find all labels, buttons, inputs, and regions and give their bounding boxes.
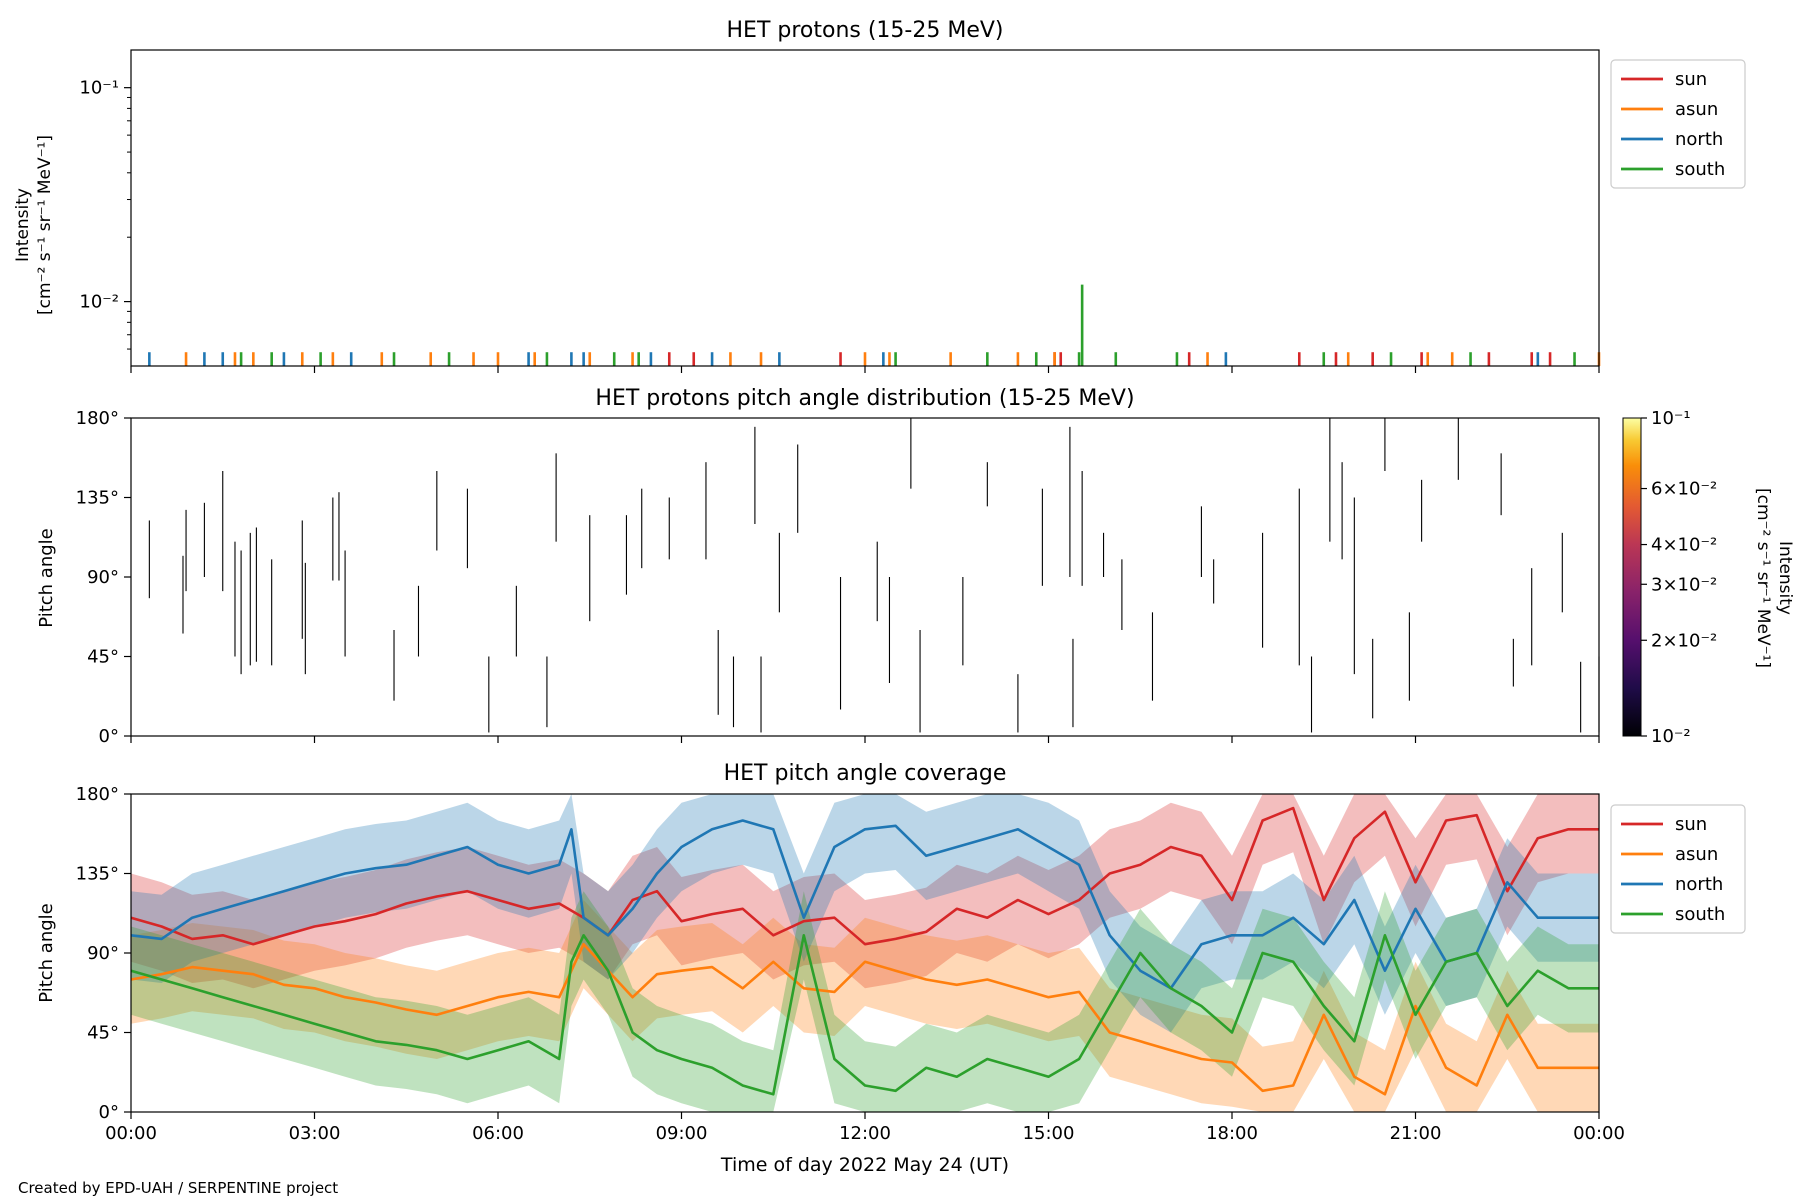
panel1-ylabel-line2: [cm⁻² s⁻¹ sr⁻¹ MeV⁻¹] (35, 135, 55, 315)
x-tick-label: 15:00 (1023, 1123, 1075, 1144)
coverage-band-asun (131, 900, 1599, 1112)
colorbar-tick-label: 4×10⁻² (1651, 535, 1717, 556)
colorbar-label-line2: [cm⁻² s⁻¹ sr⁻¹ MeV⁻¹] (1753, 488, 1773, 668)
legend-label-asun: asun (1675, 844, 1718, 865)
panel-pitch-coverage: HET pitch angle coverage Pitch angle 0° 4… (36, 761, 1746, 1176)
legend-box (1610, 804, 1746, 934)
x-tick-label: 21:00 (1390, 1123, 1442, 1144)
y-tick-label: 135° (76, 864, 119, 885)
colorbar-label-line1: Intensity (1775, 541, 1795, 615)
panel2-xticks (130, 736, 1600, 743)
y-tick-label: 10⁻¹ (79, 78, 119, 99)
x-tick-label: 03:00 (289, 1123, 341, 1144)
y-tick-label: 90° (87, 943, 119, 964)
colorbar-tick-label: 2×10⁻² (1651, 630, 1717, 651)
footer-credit: Created by EPD-UAH / SERPENTINE project (18, 1179, 338, 1197)
y-tick-label: 180° (76, 784, 119, 805)
x-tick-label: 06:00 (472, 1123, 524, 1144)
coverage-line-north (130, 819, 1599, 990)
panel3-title: HET pitch angle coverage (724, 761, 1007, 786)
panel3-ylabel: Pitch angle (36, 903, 57, 1002)
legend-label-north: north (1675, 129, 1723, 150)
panel3-yticks: 0° 45° 90° 135° 180° (76, 784, 131, 1123)
panel2-plot-area (148, 418, 1600, 733)
colorbar-tick-label: 6×10⁻² (1651, 479, 1717, 500)
panel1-ylabel: Intensity [cm⁻² s⁻¹ sr⁻¹ MeV⁻¹] (13, 135, 55, 315)
colorbar-tick-label: 10⁻² (1651, 726, 1691, 747)
panel1-yticks: 10⁻¹ 10⁻² (79, 78, 131, 350)
legend-box (1610, 59, 1746, 189)
panel3-xticks: 00:00 03:00 06:00 09:00 12:00 15:00 18:00 21:00… (105, 1112, 1625, 1144)
legend-bottom: sun asun north south (1610, 804, 1746, 934)
legend-label-north: north (1675, 874, 1723, 895)
legend-label-sun: sun (1675, 814, 1707, 835)
panel3-xlabel: Time of day 2022 May 24 (UT) (720, 1154, 1009, 1176)
panel2-yticks: 0° 45° 90° 135° 180° (76, 408, 131, 747)
panel1-frame (130, 49, 1600, 367)
panel1-xticks (130, 366, 1600, 373)
y-tick-label: 180° (76, 408, 119, 429)
y-tick-label: 90° (87, 567, 119, 588)
panel1-plot-area (148, 284, 1601, 366)
legend-label-south: south (1675, 159, 1725, 180)
panel2-ylabel: Pitch angle (36, 528, 57, 627)
coverage-band-south (131, 891, 1599, 1112)
x-tick-label: 12:00 (839, 1123, 891, 1144)
colorbar: 10⁻¹ 6×10⁻² 4×10⁻² 3×10⁻² 2×10⁻² 10⁻² (1622, 408, 1717, 747)
legend-label-sun: sun (1675, 69, 1707, 90)
panel-intensity: HET protons (15-25 MeV) Intensity [cm⁻² … (13, 18, 1746, 373)
coverage-line-south (130, 934, 1599, 1096)
legend-top: sun asun north south (1610, 59, 1746, 189)
panel2-frame (130, 417, 1600, 737)
panel2-title: HET protons pitch angle distribution (15… (595, 386, 1134, 411)
coverage-line-sun (130, 806, 1599, 946)
panel1-ylabel-line1: Intensity (13, 188, 33, 262)
coverage-band-sun (131, 794, 1599, 989)
y-tick-label: 10⁻² (79, 292, 119, 313)
x-tick-label: 00:00 (105, 1123, 157, 1144)
y-tick-label: 135° (76, 488, 119, 509)
coverage-band-north (131, 794, 1599, 1033)
y-tick-label: 0° (99, 726, 119, 747)
y-tick-label: 45° (87, 1023, 119, 1044)
colorbar-tick-label: 3×10⁻² (1651, 574, 1717, 595)
x-tick-label: 09:00 (656, 1123, 708, 1144)
colorbar-tick-label: 10⁻¹ (1651, 408, 1691, 429)
colorbar-gradient (1622, 417, 1642, 737)
x-tick-label: 00:00 (1573, 1123, 1625, 1144)
coverage-line-asun (130, 942, 1599, 1096)
colorbar-label: Intensity [cm⁻² s⁻¹ sr⁻¹ MeV⁻¹] (1753, 488, 1795, 668)
y-tick-label: 0° (99, 1102, 119, 1123)
legend-label-south: south (1675, 904, 1725, 925)
panel3-plot-area (130, 794, 1599, 1112)
x-tick-label: 18:00 (1206, 1123, 1258, 1144)
panel-pitch-distribution: HET protons pitch angle distribution (15… (36, 386, 1795, 747)
y-tick-label: 45° (87, 647, 119, 668)
legend-label-asun: asun (1675, 99, 1718, 120)
panel1-title: HET protons (15-25 MeV) (727, 18, 1004, 43)
